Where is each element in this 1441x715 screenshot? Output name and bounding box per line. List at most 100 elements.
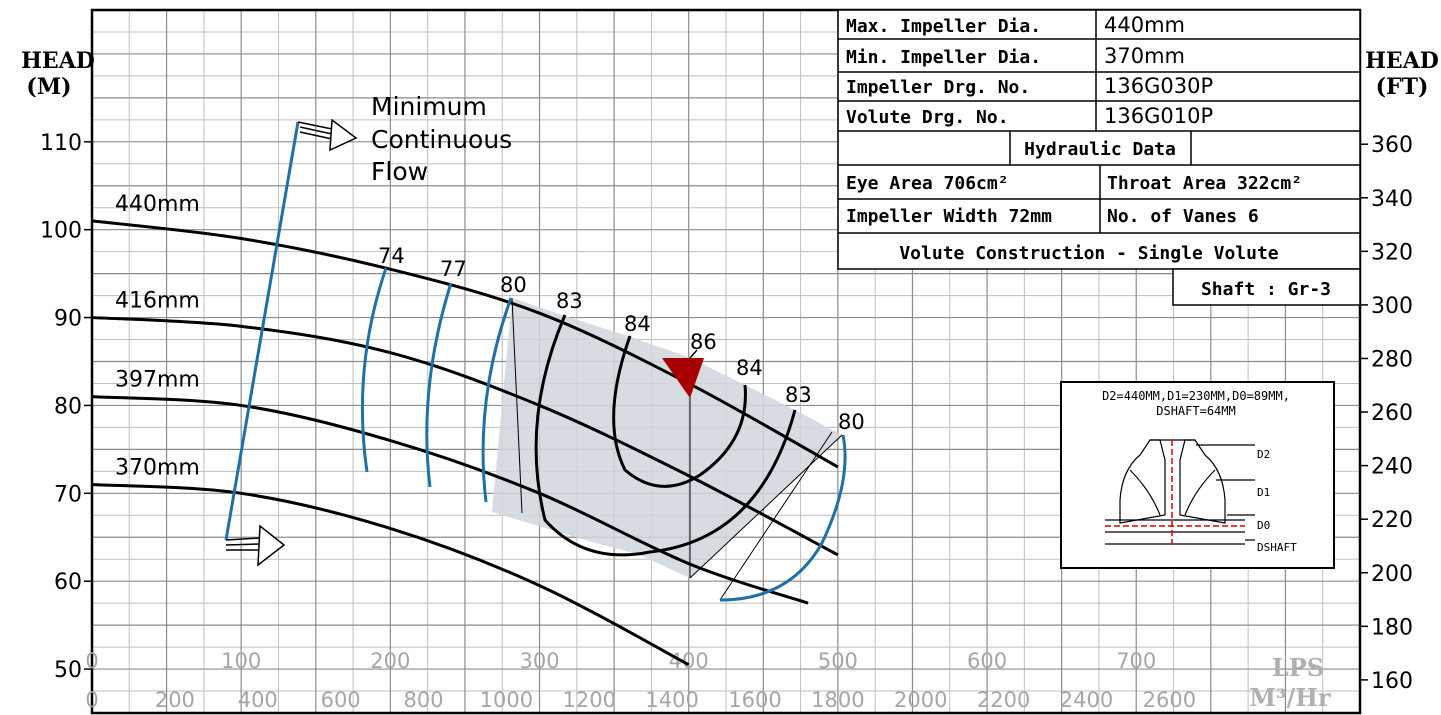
impeller-drawing (1105, 439, 1255, 545)
efficiency-label: 83 (556, 289, 583, 313)
left-tick-label: 70 (54, 482, 82, 507)
head-curve-370mm (91, 483, 690, 666)
plot-frame (90, 8, 1362, 715)
inset-dimensions-line1: D2=440MM,D1=230MM,D0=89MM, (1102, 389, 1290, 403)
operating-region (492, 298, 842, 578)
right-axis-ticks: 160 180 200 220 240 260 280 300 320 340 360 (1360, 133, 1413, 694)
eff-80-left-curve (481, 297, 513, 503)
row-volute-drg-value: 136G010P (1104, 104, 1213, 128)
x-m3hr-tick-label: 800 (403, 688, 443, 712)
eff-74-curve (360, 267, 388, 473)
min-flow-label-1: Minimum (371, 92, 487, 121)
label-d1: D1 (1257, 486, 1270, 499)
efficiency-label: 80 (838, 410, 865, 434)
efficiency-label: 84 (736, 356, 763, 380)
head-curve-label: 416mm (115, 289, 200, 314)
x-m3hr-tick-label: 1400 (645, 688, 698, 712)
x-axis-m3hr-ticks: 0 200 400 600 800 1000 1200 1400 1600 1800 2000 220… (85, 688, 1196, 712)
x-m3hr-tick-label: 1800 (811, 688, 864, 712)
impeller-inset: D2=440MM,D1=230MM,D0=89MM, DSHAFT=64MM D… (1060, 381, 1335, 569)
x-m3hr-tick-label: 1200 (563, 688, 616, 712)
x-m3hr-tick-label: 2200 (977, 688, 1030, 712)
left-tick-label: 50 (54, 658, 82, 683)
right-tick-label: 260 (1371, 401, 1413, 426)
row-max-dia-label: Max. Impeller Dia. (846, 16, 1041, 37)
left-axis-unit: (M) (26, 74, 71, 100)
eff-77-curve (425, 282, 453, 488)
volute-construction: Volute Construction - Single Volute (899, 243, 1278, 264)
x-axis-lps-ticks: 0 100 200 300 400 500 600 700 (85, 649, 1156, 673)
right-tick-label: 280 (1371, 347, 1413, 372)
x-m3hr-tick-label: 1000 (480, 688, 533, 712)
min-flow-arrow-bottom (225, 524, 286, 567)
left-tick-label: 60 (54, 570, 82, 595)
number-of-vanes: No. of Vanes 6 (1107, 206, 1259, 227)
right-axis-unit: (FT) (1376, 74, 1429, 100)
x-lps-tick-label: 300 (519, 649, 559, 673)
x-lps-tick-label: 0 (85, 649, 98, 673)
label-d2: D2 (1257, 448, 1270, 461)
head-curve-label: 397mm (115, 368, 200, 393)
efficiency-curves (360, 267, 847, 602)
right-axis-title: HEAD (1365, 48, 1439, 74)
head-curve-label: 440mm (115, 192, 200, 217)
eye-area: Eye Area 706cm² (846, 173, 1009, 194)
efficiency-label: 77 (440, 257, 467, 281)
row-min-dia-label: Min. Impeller Dia. (846, 47, 1041, 68)
left-tick-label: 80 (54, 394, 82, 419)
impeller-width: Impeller Width 72mm (846, 206, 1052, 227)
x-m3hr-tick-label: 2600 (1143, 688, 1196, 712)
min-flow-label-3: Flow (371, 157, 428, 186)
min-flow-arrow-top (297, 118, 358, 152)
x-m3hr-tick-label: 400 (238, 688, 278, 712)
x-m3hr-tick-label: 600 (321, 688, 361, 712)
efficiency-label: 74 (378, 244, 405, 268)
row-max-dia-value: 440mm (1104, 13, 1185, 37)
eff-80-right-curve (719, 434, 847, 602)
head-curves: 440mm 416mm 397mm 370mm (91, 192, 839, 666)
x-m3hr-tick-label: 2000 (894, 688, 947, 712)
x-lps-tick-label: 100 (221, 649, 261, 673)
left-tick-label: 90 (54, 307, 82, 332)
row-volute-drg-label: Volute Drg. No. (846, 107, 1009, 128)
head-curve-416mm (91, 316, 839, 557)
region-right-edge (689, 434, 843, 579)
throat-area: Throat Area 322cm² (1107, 173, 1302, 194)
right-tick-label: 340 (1371, 187, 1413, 212)
head-curve-440mm (91, 219, 839, 469)
left-axis-title: HEAD (21, 48, 95, 74)
efficiency-label: 83 (785, 383, 812, 407)
head-curve-label: 370mm (115, 456, 200, 481)
x-lps-tick-label: 700 (1116, 649, 1156, 673)
efficiency-label: 84 (624, 312, 651, 336)
inset-dimensions-line2: DSHAFT=64MM (1156, 404, 1235, 418)
right-tick-label: 300 (1371, 294, 1413, 319)
left-tick-label: 100 (40, 219, 82, 244)
hydraulic-data-header: Hydraulic Data (1024, 139, 1176, 160)
row-min-dia-value: 370mm (1104, 44, 1185, 68)
x-m3hr-tick-label: 0 (85, 688, 98, 712)
min-flow-label-2: Continuous (371, 125, 512, 154)
inset-dimension-labels: D2 D1 D0 DSHAFT (1257, 448, 1297, 554)
left-tick-label: 110 (40, 131, 82, 156)
head-curve-397mm (91, 395, 809, 605)
x-m3hr-tick-label: 2400 (1060, 688, 1113, 712)
x-lps-tick-label: 200 (370, 649, 410, 673)
major-grid (92, 10, 1360, 713)
x-axis-m3hr-unit: M³/Hr (1249, 683, 1331, 712)
x-lps-tick-label: 500 (818, 649, 858, 673)
min-flow-line (224, 121, 300, 541)
row-impeller-drg-label: Impeller Drg. No. (846, 77, 1030, 98)
efficiency-label: 86 (690, 330, 717, 354)
eff-83-curve (534, 314, 797, 557)
x-m3hr-tick-label: 1600 (728, 688, 781, 712)
label-dshaft: DSHAFT (1257, 541, 1297, 554)
x-lps-tick-label: 600 (967, 649, 1007, 673)
bep-leader (689, 349, 698, 359)
right-tick-label: 160 (1371, 669, 1413, 694)
left-axis-ticks: 50 60 70 80 90 100 110 (40, 131, 92, 683)
x-lps-tick-label: 400 (669, 649, 709, 673)
shaft-grade: Shaft : Gr-3 (1201, 279, 1331, 300)
